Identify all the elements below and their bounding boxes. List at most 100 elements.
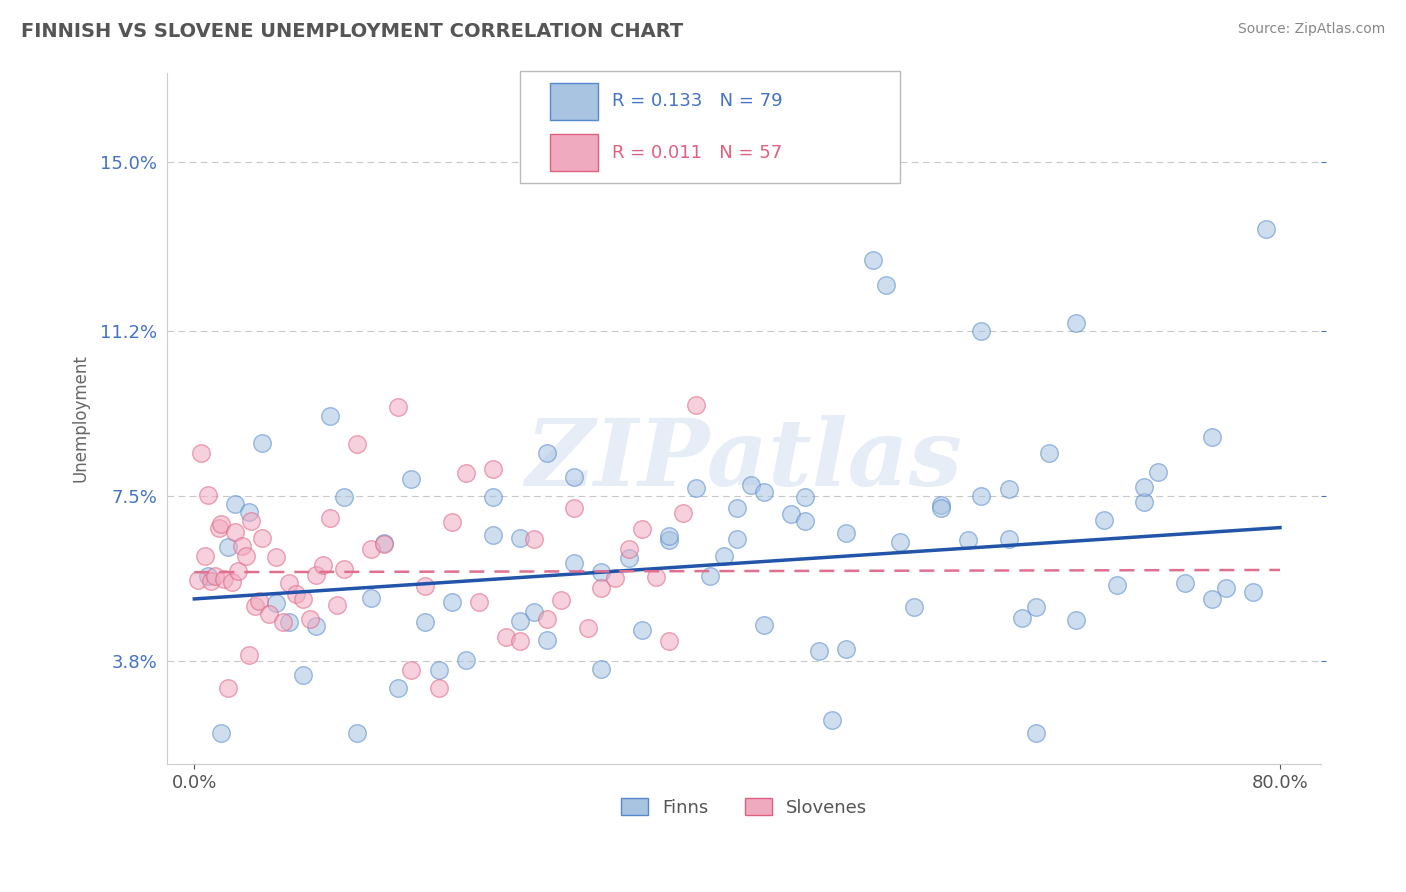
Point (197, 569, 219, 583)
Point (278, 575, 301, 590)
Point (245, 599, 267, 613)
Point (1025, 599, 1047, 614)
Point (224, 525, 246, 540)
Point (305, 567, 328, 582)
Point (278, 615, 301, 629)
Point (441, 595, 464, 609)
Point (780, 507, 803, 521)
Point (536, 633, 558, 648)
Point (454, 653, 477, 667)
Point (221, 574, 243, 589)
Point (257, 607, 280, 622)
Point (238, 648, 260, 663)
Point (187, 574, 209, 588)
Point (264, 549, 287, 564)
Point (427, 664, 450, 678)
Point (211, 725, 233, 739)
Point (631, 522, 654, 536)
Point (346, 725, 368, 739)
Point (1066, 316, 1088, 330)
Point (603, 571, 626, 585)
Point (889, 535, 911, 549)
Point (240, 514, 263, 528)
Point (250, 531, 273, 545)
Point (929, 500, 952, 515)
Point (224, 497, 246, 511)
Point (482, 462, 505, 476)
Point (305, 619, 328, 633)
Point (509, 614, 531, 628)
Point (468, 595, 491, 609)
Point (319, 409, 342, 423)
Point (617, 542, 640, 557)
Point (332, 562, 354, 576)
Point (211, 517, 233, 532)
Point (1133, 495, 1156, 509)
Point (231, 539, 253, 553)
Point (197, 488, 219, 502)
Point (536, 612, 558, 626)
Point (1215, 581, 1237, 595)
Point (298, 612, 321, 626)
Point (509, 531, 531, 545)
Point (1011, 611, 1033, 625)
Point (536, 446, 558, 460)
Point (754, 618, 776, 632)
Point (821, 714, 844, 728)
Point (903, 600, 925, 615)
Point (360, 591, 382, 606)
Point (212, 572, 235, 586)
Point (725, 501, 748, 516)
Point (1241, 585, 1264, 599)
Text: R = 0.133   N = 79: R = 0.133 N = 79 (612, 93, 782, 111)
Point (658, 533, 681, 547)
Point (550, 593, 572, 607)
Point (238, 505, 260, 519)
Point (413, 579, 436, 593)
Point (326, 598, 349, 612)
Point (332, 490, 354, 504)
Point (217, 540, 239, 554)
Point (312, 558, 335, 572)
Point (482, 527, 505, 541)
Point (644, 570, 666, 584)
Point (1174, 575, 1197, 590)
Point (1201, 592, 1223, 607)
Point (208, 521, 231, 535)
Text: FINNISH VS SLOVENE UNEMPLOYMENT CORRELATION CHART: FINNISH VS SLOVENE UNEMPLOYMENT CORRELAT… (21, 22, 683, 41)
Point (658, 529, 681, 543)
Point (1256, 222, 1278, 236)
Point (631, 623, 654, 637)
Point (970, 489, 993, 503)
Point (291, 591, 314, 606)
Point (740, 477, 762, 491)
Point (249, 594, 271, 608)
Point (271, 615, 294, 629)
Point (509, 633, 531, 648)
Point (591, 566, 613, 580)
Point (658, 633, 681, 648)
Point (401, 664, 423, 678)
Point (794, 490, 817, 504)
Point (1133, 481, 1156, 495)
Point (699, 569, 721, 583)
Point (591, 663, 613, 677)
Legend: Finns, Slovenes: Finns, Slovenes (613, 791, 875, 824)
Point (319, 511, 342, 525)
Point (190, 446, 212, 460)
Point (956, 533, 979, 548)
Point (997, 482, 1019, 496)
Point (997, 532, 1019, 546)
Point (482, 490, 505, 504)
Point (387, 401, 409, 415)
Point (685, 481, 707, 495)
Point (1147, 465, 1170, 479)
Point (387, 681, 409, 695)
Point (204, 569, 226, 583)
Point (1201, 430, 1223, 444)
Point (1107, 578, 1129, 592)
Point (401, 472, 423, 486)
Point (591, 581, 613, 595)
Point (346, 437, 368, 451)
Y-axis label: Unemployment: Unemployment (72, 354, 89, 483)
